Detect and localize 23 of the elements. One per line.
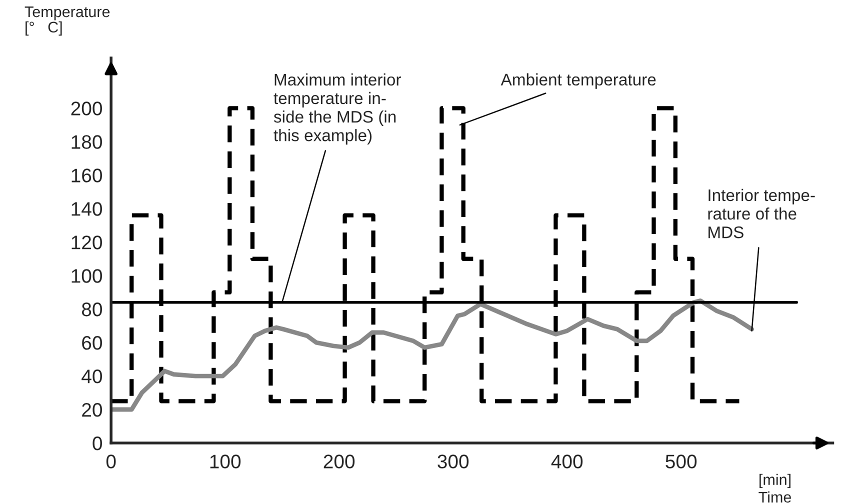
line-series	[111, 298, 754, 412]
x-tick-label: 200	[324, 454, 355, 468]
y-tick-label: 80	[82, 302, 102, 316]
y-tick-label: 180	[72, 135, 102, 149]
y-tick-label: 140	[72, 202, 102, 216]
annotation: Maximum interior temperature in- side the MDS (in this example)	[274, 73, 401, 145]
y-tick-label: 100	[72, 269, 102, 283]
y-tick-label: 40	[82, 370, 102, 384]
x-tick-label: 100	[210, 454, 241, 468]
x-tick-label: 500	[666, 454, 697, 468]
x-tick-label: 0	[106, 454, 116, 468]
y-tick-label: 160	[72, 168, 102, 182]
x-axis-title: [min] Time	[758, 474, 792, 503]
annotation: Interior tempe- rature of the MDS	[708, 188, 815, 238]
y-tick-label: 60	[82, 336, 102, 350]
y-tick-label: 20	[82, 403, 102, 417]
annotation: Ambient temperature	[500, 73, 656, 89]
y-tick-label: 200	[71, 102, 102, 116]
y-tick-label: 120	[72, 236, 102, 250]
y-axis-title: Temperature [° C]	[24, 6, 110, 36]
x-tick-label: 300	[438, 454, 469, 468]
x-tick-label: 400	[551, 454, 583, 468]
y-tick-label: 0	[92, 436, 102, 450]
